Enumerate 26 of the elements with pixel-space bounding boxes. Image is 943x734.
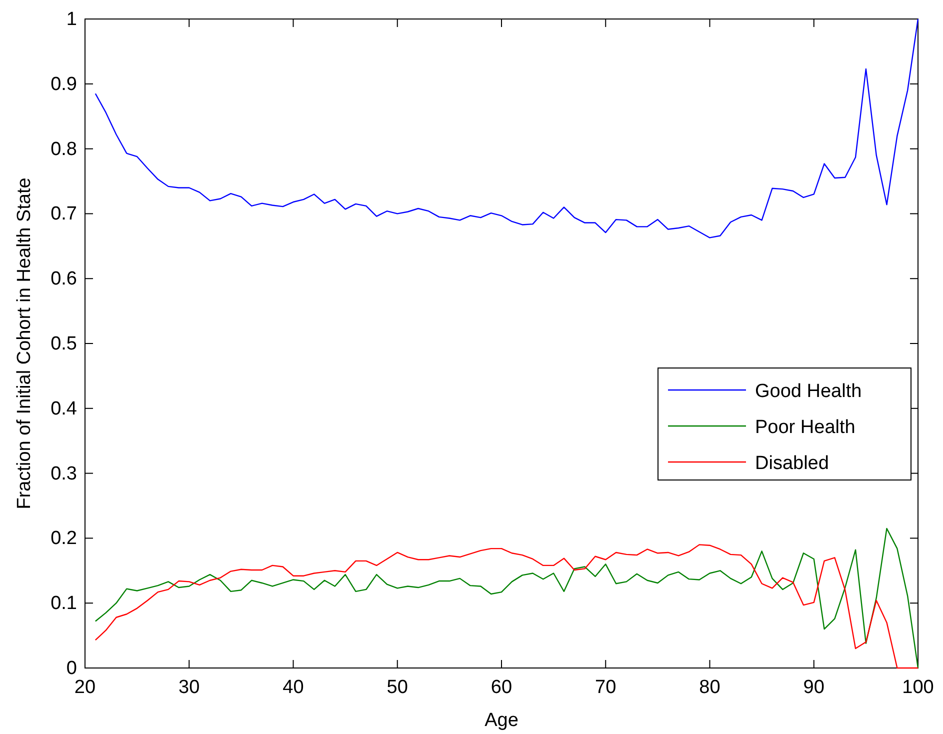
x-tick-label: 40: [282, 677, 304, 698]
y-tick-label: 0: [66, 658, 77, 679]
x-tick-label: 60: [490, 677, 512, 698]
x-tick-label: 80: [699, 677, 720, 698]
y-tick-label: 0.5: [50, 334, 77, 354]
y-tick-label: 1: [66, 9, 77, 30]
y-tick-label: 0.4: [50, 398, 78, 420]
y-tick-label: 0.2: [50, 528, 77, 550]
x-tick-label: 30: [178, 677, 200, 698]
y-tick-label: 0.3: [50, 463, 77, 484]
x-tick-label: 90: [803, 677, 824, 698]
legend-label: Poor Health: [755, 417, 856, 438]
line-series: [94, 18, 919, 238]
y-tick-label: 0.6: [50, 268, 77, 290]
x-axis-title: Age: [484, 710, 518, 731]
y-tick-label: 0.7: [50, 204, 77, 225]
x-tick-label: 100: [902, 677, 934, 698]
x-tick-label: 20: [74, 677, 96, 698]
x-tick-label: 70: [595, 677, 616, 698]
y-tick-label: 0.8: [50, 138, 77, 160]
y-tick-label: 0.1: [50, 593, 77, 614]
legend-label: Disabled: [755, 453, 829, 474]
y-tick-label: 0.9: [50, 74, 77, 95]
y-axis-title: Fraction of Initial Cohort in Health State: [14, 178, 35, 510]
x-tick-label: 50: [386, 677, 408, 698]
legend-label: Good Health: [755, 381, 862, 402]
